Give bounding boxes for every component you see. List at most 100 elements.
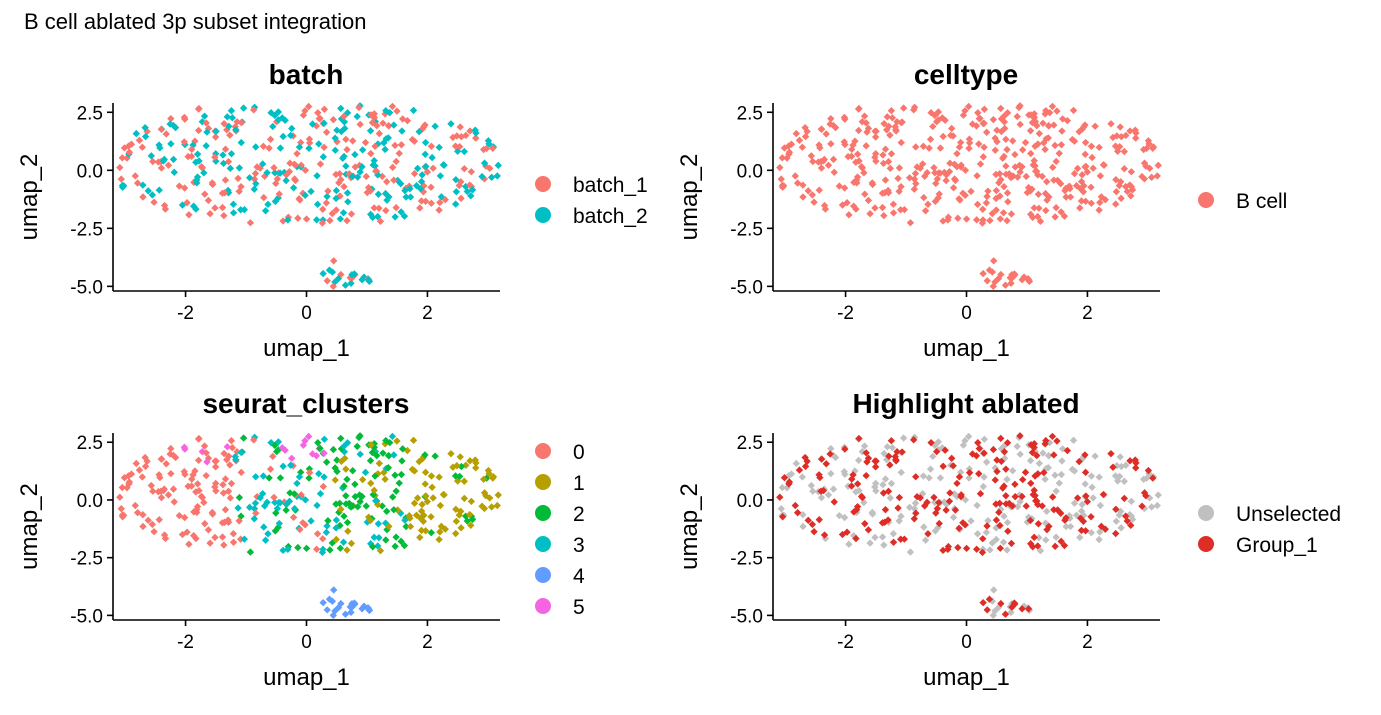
data-point: [1117, 524, 1125, 532]
data-point: [1000, 512, 1008, 520]
data-point: [1051, 471, 1059, 479]
data-point: [265, 474, 273, 482]
y-tick-label: 0.0: [737, 161, 763, 182]
data-point: [421, 451, 429, 459]
data-point: [878, 189, 887, 197]
data-point: [827, 140, 835, 148]
data-point: [212, 457, 220, 465]
data-point: [259, 472, 268, 480]
data-point: [171, 453, 180, 462]
data-point: [855, 486, 863, 495]
data-point: [989, 445, 998, 454]
data-point: [318, 548, 327, 557]
points: [116, 432, 502, 620]
data-point: [235, 517, 243, 525]
data-point: [320, 473, 328, 481]
data-point: [1034, 520, 1043, 528]
data-point: [180, 138, 188, 146]
data-point: [986, 216, 994, 225]
data-point: [370, 204, 378, 212]
data-point: [331, 476, 339, 484]
data-point: [418, 500, 426, 509]
data-point: [427, 513, 435, 521]
data-point: [1052, 487, 1060, 495]
data-point: [304, 102, 313, 111]
data-point: [1107, 120, 1115, 128]
data-point: [985, 595, 994, 603]
data-point: [795, 136, 804, 144]
data-point: [989, 611, 997, 620]
data-point: [312, 545, 321, 553]
data-point: [223, 443, 231, 451]
legend-label: 1: [573, 472, 585, 495]
data-point: [203, 458, 211, 466]
data-point: [397, 537, 405, 546]
data-point: [1043, 178, 1051, 186]
data-point: [279, 132, 287, 141]
data-point: [180, 113, 189, 122]
data-point: [1003, 189, 1012, 197]
data-point: [264, 530, 272, 538]
data-point: [1127, 521, 1135, 530]
data-point: [815, 515, 823, 524]
data-point: [955, 524, 963, 532]
data-point: [1087, 529, 1095, 537]
data-point: [853, 480, 862, 488]
data-point: [369, 543, 377, 551]
data-point: [871, 533, 879, 542]
data-point: [807, 481, 815, 490]
data-point: [329, 282, 337, 291]
data-point: [1024, 605, 1033, 613]
data-point: [276, 499, 284, 507]
data-point: [390, 451, 398, 459]
data-point: [899, 104, 908, 112]
data-point: [326, 546, 334, 554]
data-point: [193, 150, 202, 158]
data-point: [1052, 204, 1060, 212]
data-point: [1131, 456, 1139, 464]
data-point: [1111, 529, 1120, 538]
data-point: [1035, 459, 1044, 468]
data-point: [366, 127, 375, 135]
data-point: [1027, 149, 1035, 158]
data-point: [919, 472, 928, 480]
data-point: [920, 523, 928, 531]
data-point: [232, 455, 240, 464]
x-tick-label: 0: [301, 632, 312, 653]
data-point: [980, 435, 989, 443]
data-point: [973, 501, 981, 510]
data-point: [942, 171, 951, 179]
data-point: [132, 129, 140, 138]
data-point: [117, 505, 125, 513]
data-point: [984, 517, 992, 525]
data-point: [1066, 522, 1075, 531]
data-point: [1109, 463, 1117, 471]
data-point: [417, 526, 426, 535]
data-point: [1018, 492, 1026, 501]
data-point: [1112, 188, 1121, 196]
data-point: [1003, 145, 1011, 154]
data-point: [975, 444, 983, 453]
data-point: [864, 196, 873, 205]
data-point: [410, 467, 419, 475]
data-point: [976, 114, 984, 123]
data-point: [880, 211, 888, 220]
data-point: [776, 493, 784, 501]
data-point: [375, 459, 384, 468]
data-point: [340, 482, 348, 490]
data-point: [778, 154, 786, 162]
data-point: [819, 486, 828, 495]
data-point: [227, 437, 236, 445]
data-point: [188, 475, 196, 483]
data-point: [460, 477, 468, 485]
data-point: [944, 216, 952, 224]
data-point: [329, 445, 338, 454]
data-point: [451, 529, 460, 538]
data-point: [924, 530, 932, 538]
data-point: [997, 176, 1005, 184]
data-point: [1041, 475, 1049, 483]
data-point: [270, 493, 278, 502]
data-point: [1004, 527, 1012, 535]
data-point: [460, 165, 468, 173]
data-point: [1052, 533, 1060, 541]
